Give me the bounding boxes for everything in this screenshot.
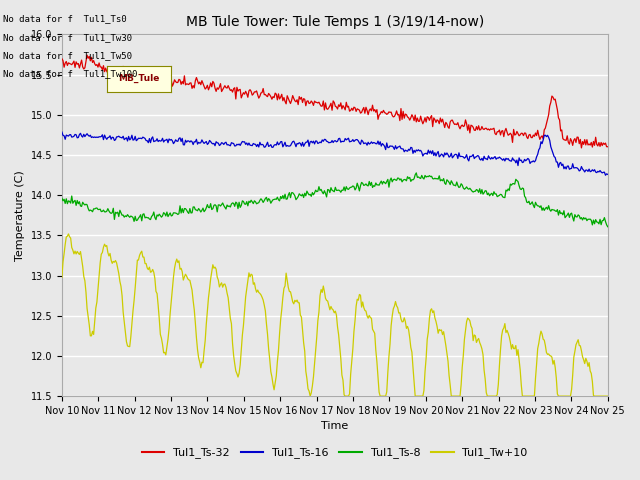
Legend: Tul1_Ts-32, Tul1_Ts-16, Tul1_Ts-8, Tul1_Tw+10: Tul1_Ts-32, Tul1_Ts-16, Tul1_Ts-8, Tul1_… (138, 443, 532, 463)
Text: No data for f  Tul1_Ts0: No data for f Tul1_Ts0 (3, 14, 127, 24)
Text: MB_Tule: MB_Tule (118, 74, 159, 84)
Text: No data for f  Tul1_Tw50: No data for f Tul1_Tw50 (3, 51, 132, 60)
Text: No data for f  Tul1_Tw100: No data for f Tul1_Tw100 (3, 69, 138, 78)
Text: No data for f  Tul1_Tw30: No data for f Tul1_Tw30 (3, 33, 132, 42)
X-axis label: Time: Time (321, 421, 348, 432)
Y-axis label: Temperature (C): Temperature (C) (15, 170, 25, 261)
Title: MB Tule Tower: Tule Temps 1 (3/19/14-now): MB Tule Tower: Tule Temps 1 (3/19/14-now… (186, 15, 484, 29)
